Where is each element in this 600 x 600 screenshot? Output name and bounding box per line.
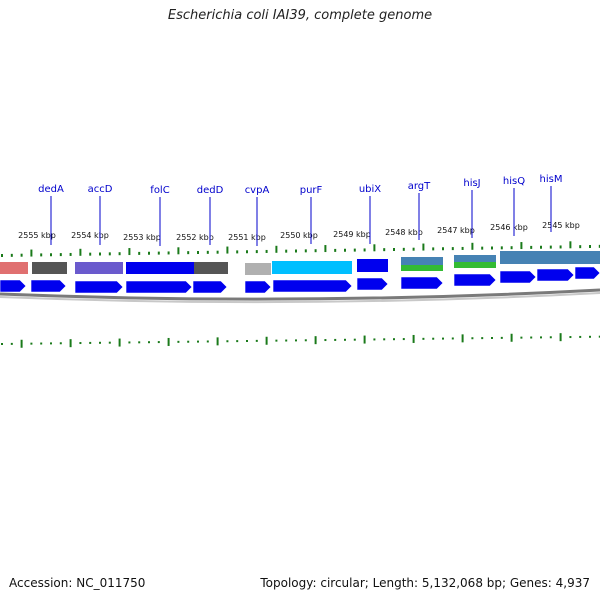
kbp-label: 2547 kbp [437,226,475,235]
feature-block[interactable] [75,262,123,274]
feature-block[interactable] [126,262,194,274]
kbp-label: 2550 kbp [280,231,318,240]
cds-track [0,266,600,294]
tick-row-bottom [1,333,600,348]
cds-arrow[interactable] [30,279,67,293]
cds-arrow[interactable] [400,276,444,290]
cds-arrow[interactable] [244,280,272,294]
kbp-label: 2553 kbp [123,233,161,242]
cds-arrow[interactable] [356,277,389,291]
tick-row-top [1,241,600,257]
cds-arrow[interactable] [536,268,575,282]
cds-arrow[interactable] [0,279,27,293]
backbone-shadow [0,292,600,304]
kbp-label: 2552 kbp [176,233,214,242]
cds-arrow[interactable] [574,266,600,280]
kbp-label: 2549 kbp [333,230,371,239]
accession-text: Accession: NC_011750 [9,576,146,590]
kbp-label: 2545 kbp [542,221,580,230]
gene-label[interactable]: dedA [38,184,64,195]
gene-label[interactable]: hisJ [463,178,480,189]
gene-label[interactable]: accD [88,184,113,195]
feature-block[interactable] [500,251,600,264]
cds-arrow[interactable] [272,279,353,293]
gene-label[interactable]: dedD [197,185,224,196]
cds-arrow[interactable] [453,273,497,287]
feature-block[interactable] [32,262,67,274]
cds-arrow[interactable] [499,270,537,284]
gene-label[interactable]: ubiX [359,184,381,195]
kbp-label: 2555 kbp [18,231,56,240]
feature-track [0,251,600,275]
feature-block[interactable] [272,261,352,274]
kbp-labels: 2555 kbp 2554 kbp 2553 kbp 2552 kbp 2551 kbp… [18,221,580,242]
feature-block[interactable] [401,257,443,265]
gene-label[interactable]: cvpA [245,185,270,196]
genome-title: Escherichia coli IAI39, complete genome [167,8,433,23]
cds-arrow[interactable] [192,280,228,294]
genome-summary-text: Topology: circular; Length: 5,132,068 bp… [260,576,590,590]
feature-block[interactable] [0,262,28,274]
genome-backbone [0,288,600,301]
feature-block-green[interactable] [401,265,443,271]
kbp-label: 2551 kbp [228,233,266,242]
cds-arrow[interactable] [74,280,124,294]
feature-block[interactable] [194,262,228,274]
gene-labels: dedA accD folC dedD cvpA purF ubiX argT hisJ hisQ… [38,174,562,246]
kbp-label: 2548 kbp [385,228,423,237]
feature-block[interactable] [357,259,388,272]
gene-label[interactable]: argT [408,181,431,192]
gene-label[interactable]: hisM [540,174,563,185]
feature-block-green[interactable] [454,262,496,268]
feature-block[interactable] [245,263,271,275]
kbp-label: 2546 kbp [490,223,528,232]
feature-block[interactable] [454,255,496,263]
gene-label[interactable]: hisQ [503,176,525,187]
gene-label[interactable]: folC [150,185,169,196]
gene-label[interactable]: purF [300,185,323,196]
cds-arrow[interactable] [125,280,193,294]
kbp-label: 2554 kbp [71,231,109,240]
